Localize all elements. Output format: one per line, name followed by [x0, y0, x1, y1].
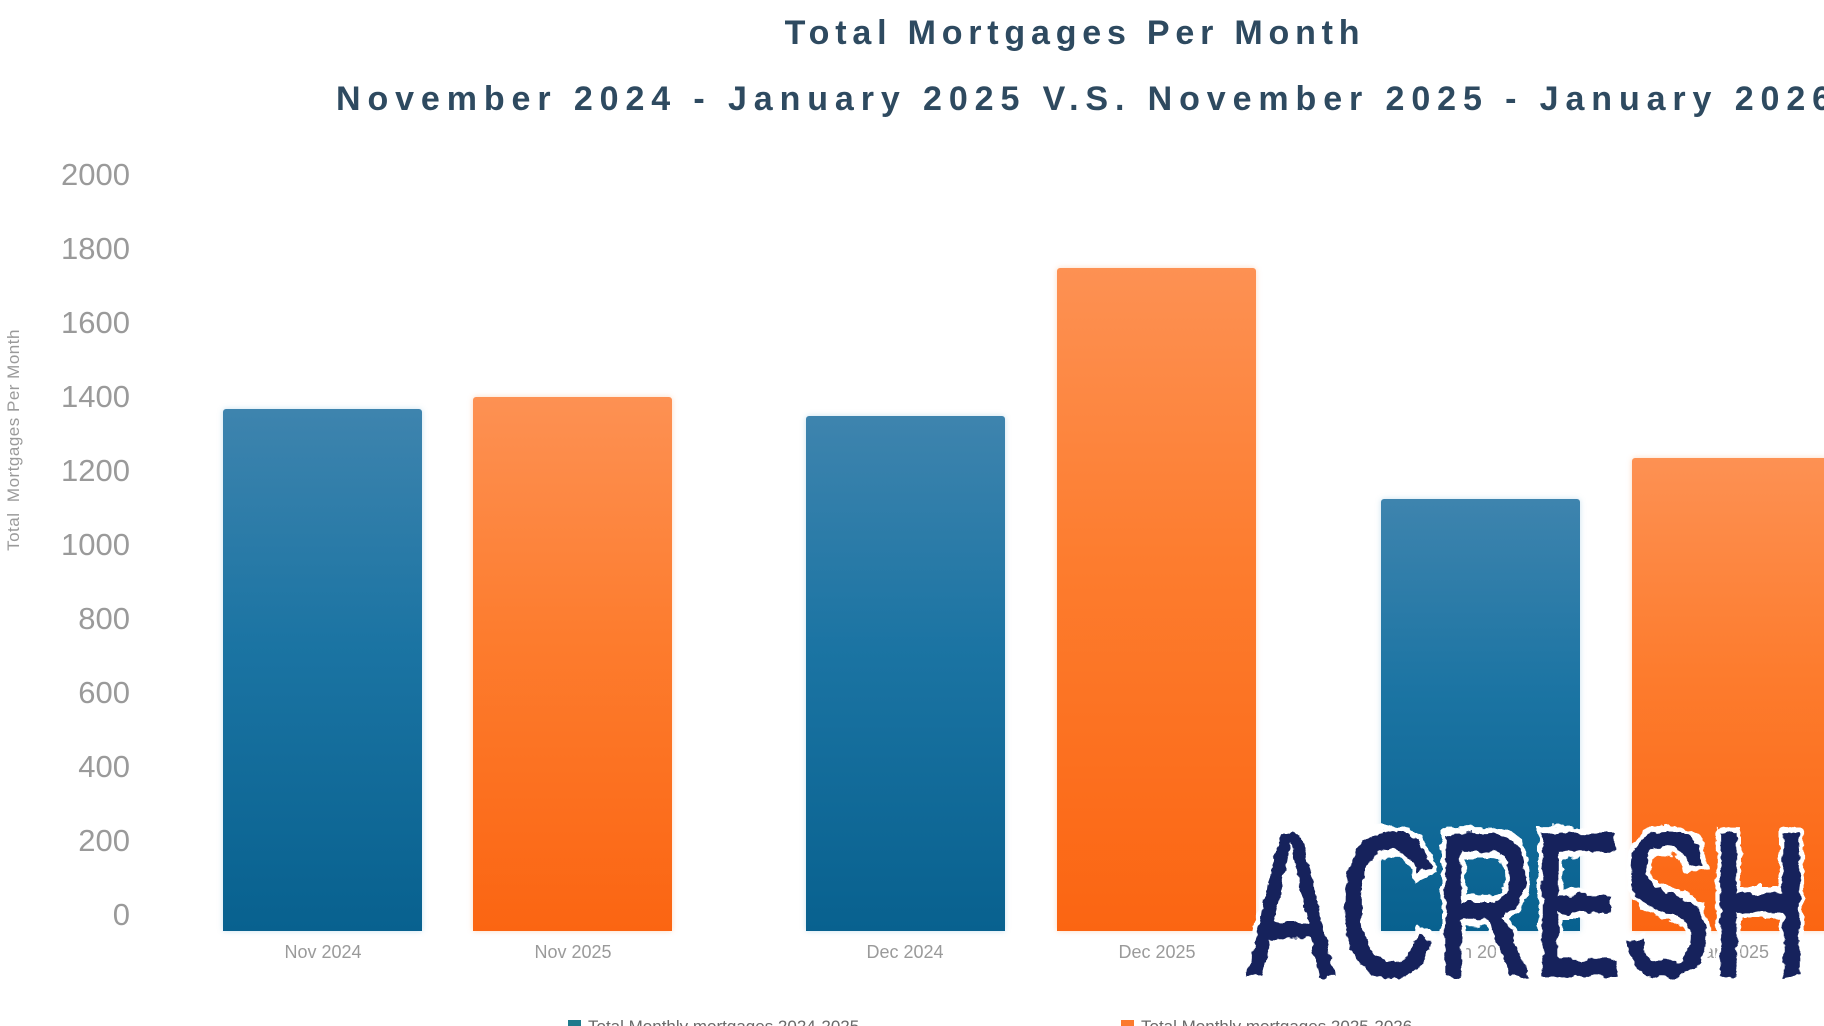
svg-text:ACRESH: ACRESH [1239, 783, 1805, 1026]
